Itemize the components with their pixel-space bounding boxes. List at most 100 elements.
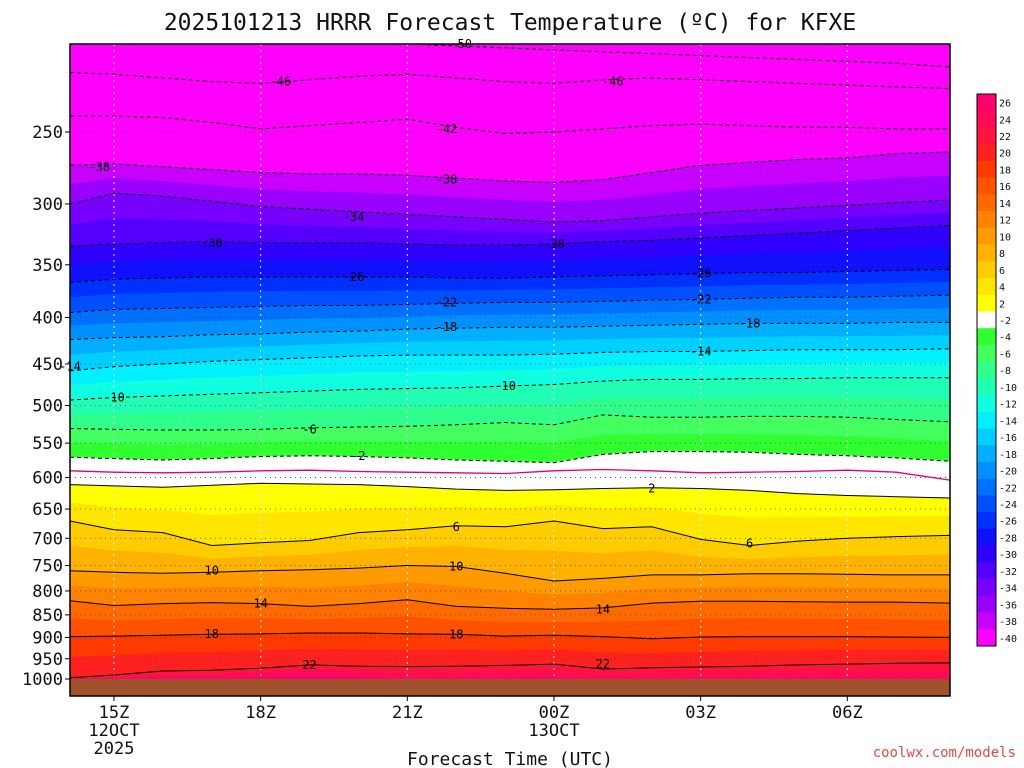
colorbar-frame — [976, 93, 997, 647]
colorbar-swatch — [977, 294, 996, 312]
colorbar-label: 12 — [999, 216, 1011, 227]
isotherm-line — [69, 662, 951, 679]
isotherm-label: -46 — [269, 75, 291, 89]
isotherm-line — [69, 192, 951, 223]
y-tick-label: 900 — [32, 628, 63, 648]
isotherm-label: -18 — [436, 320, 458, 334]
isotherm-label: 14 — [596, 602, 610, 616]
colorbar-label: 14 — [999, 199, 1011, 210]
y-tick-label: 350 — [32, 256, 63, 276]
colorbar-label: -18 — [999, 450, 1017, 461]
colorbar-label: 26 — [999, 99, 1011, 110]
isotherm-line — [69, 414, 951, 431]
y-tick-label: 750 — [32, 556, 63, 576]
isotherm-line — [69, 564, 950, 582]
colorbar-label: -28 — [999, 534, 1017, 545]
x-tick-label: 21Z — [392, 703, 423, 723]
colorbar-swatch — [977, 411, 996, 430]
colorbar-swatch — [977, 462, 996, 480]
isotherm-contours: -50-46 -46-42-38-38-34-30 -30-26 -26-22 -22-… — [59, 37, 951, 679]
colorbar-label: -16 — [999, 433, 1017, 444]
colorbar-swatch — [977, 94, 996, 112]
isotherm-label: 18 — [449, 627, 463, 641]
isotherm-label: -18 — [739, 316, 761, 330]
x-tick-label: 00Z — [539, 703, 570, 723]
colorbar-swatch — [977, 244, 996, 262]
x-tick-label: 03Z — [685, 703, 716, 723]
colorbar-label: -30 — [999, 550, 1017, 561]
x-tick-label: 15Z — [99, 703, 130, 723]
colorbar-swatch — [977, 512, 996, 530]
isotherm-label: -22 — [436, 295, 458, 309]
colorbar-label: -8 — [999, 366, 1011, 377]
credit-link[interactable]: coolwx.com/models — [873, 745, 1016, 761]
colorbar-label: 8 — [999, 249, 1005, 260]
colorbar-label: -14 — [999, 416, 1017, 427]
ground-surface — [70, 679, 950, 696]
colorbar-legend: 26 24 22 20 18 16 14 12 10 8 6 4 2 -2 -4 -6 -8 -10 -12 -14 -… — [976, 93, 1017, 647]
colorbar-swatch — [977, 562, 996, 580]
colorbar-label: 24 — [999, 115, 1011, 126]
x-tick-label: 2025 — [94, 739, 135, 759]
colorbar-label: -24 — [999, 500, 1017, 511]
colorbar-label: -38 — [999, 617, 1017, 628]
colorbar-swatch — [977, 328, 996, 346]
isotherm-label: 22 — [596, 657, 610, 671]
y-tick-label: 300 — [32, 195, 63, 215]
isotherm-line — [69, 482, 951, 499]
pressure-axis-labels: 2503003504004505005506006507007508008509… — [22, 123, 70, 690]
colorbar-label: 10 — [999, 232, 1011, 243]
isotherm-label: -42 — [436, 122, 458, 136]
colorbar-swatch — [977, 528, 996, 547]
colorbar-swatch — [977, 428, 996, 446]
colorbar-label: -6 — [999, 350, 1011, 361]
colorbar-label: 22 — [999, 132, 1011, 143]
y-tick-label: 800 — [32, 582, 63, 602]
isotherm-label: -46 — [602, 75, 624, 89]
colorbar-swatch — [977, 378, 996, 396]
surface-strip — [70, 679, 950, 696]
x-axis-title: Forecast Time (UTC) — [407, 749, 613, 768]
isotherm-label: -30 — [201, 236, 223, 250]
isotherm-line — [69, 599, 951, 610]
isotherm-line — [69, 451, 951, 464]
colorbar-swatch — [977, 144, 996, 162]
colorbar-swatch — [977, 211, 996, 229]
colorbar-swatch — [977, 612, 996, 630]
isotherm-label: 2 — [648, 481, 655, 495]
isotherm-line — [69, 294, 951, 313]
y-tick-label: 400 — [32, 308, 63, 328]
x-tick-label: 12OCT — [88, 721, 139, 741]
isotherm-label: -30 — [543, 237, 565, 251]
colorbar-swatch — [977, 110, 996, 128]
colorbar-label: 20 — [999, 149, 1011, 160]
y-tick-label: 650 — [32, 500, 63, 520]
colorbar-label: -22 — [999, 483, 1017, 494]
y-tick-label: 600 — [32, 468, 63, 488]
colorbar-swatch — [977, 361, 996, 379]
y-tick-label: 950 — [32, 650, 63, 670]
colorbar-swatch — [977, 495, 996, 513]
colorbar-swatch — [977, 395, 996, 413]
colorbar-swatch — [977, 127, 996, 145]
temperature-bands — [69, 43, 951, 696]
colorbar-swatch — [977, 545, 996, 563]
isotherm-label: -10 — [103, 391, 125, 405]
isotherm-label: 14 — [253, 597, 267, 611]
isotherm-label: -34 — [343, 210, 365, 224]
chart-title: 2025101213 HRRR Forecast Temperature (ºC… — [164, 10, 856, 36]
colorbar-swatch — [977, 344, 996, 363]
colorbar-label: -2 — [999, 316, 1011, 327]
isotherm-label: -22 — [690, 292, 712, 306]
colorbar-swatch — [977, 227, 996, 246]
isotherm-label: -2 — [351, 449, 365, 463]
colorbar-swatch — [977, 261, 996, 279]
plot-frame — [69, 43, 951, 697]
isotherm-label: 10 — [205, 564, 219, 578]
isotherm-line — [69, 377, 950, 401]
colorbar-label: -40 — [999, 634, 1017, 645]
isotherm-line — [69, 72, 951, 90]
isotherm-label: 18 — [205, 627, 219, 641]
isotherm-label: -38 — [88, 160, 110, 174]
